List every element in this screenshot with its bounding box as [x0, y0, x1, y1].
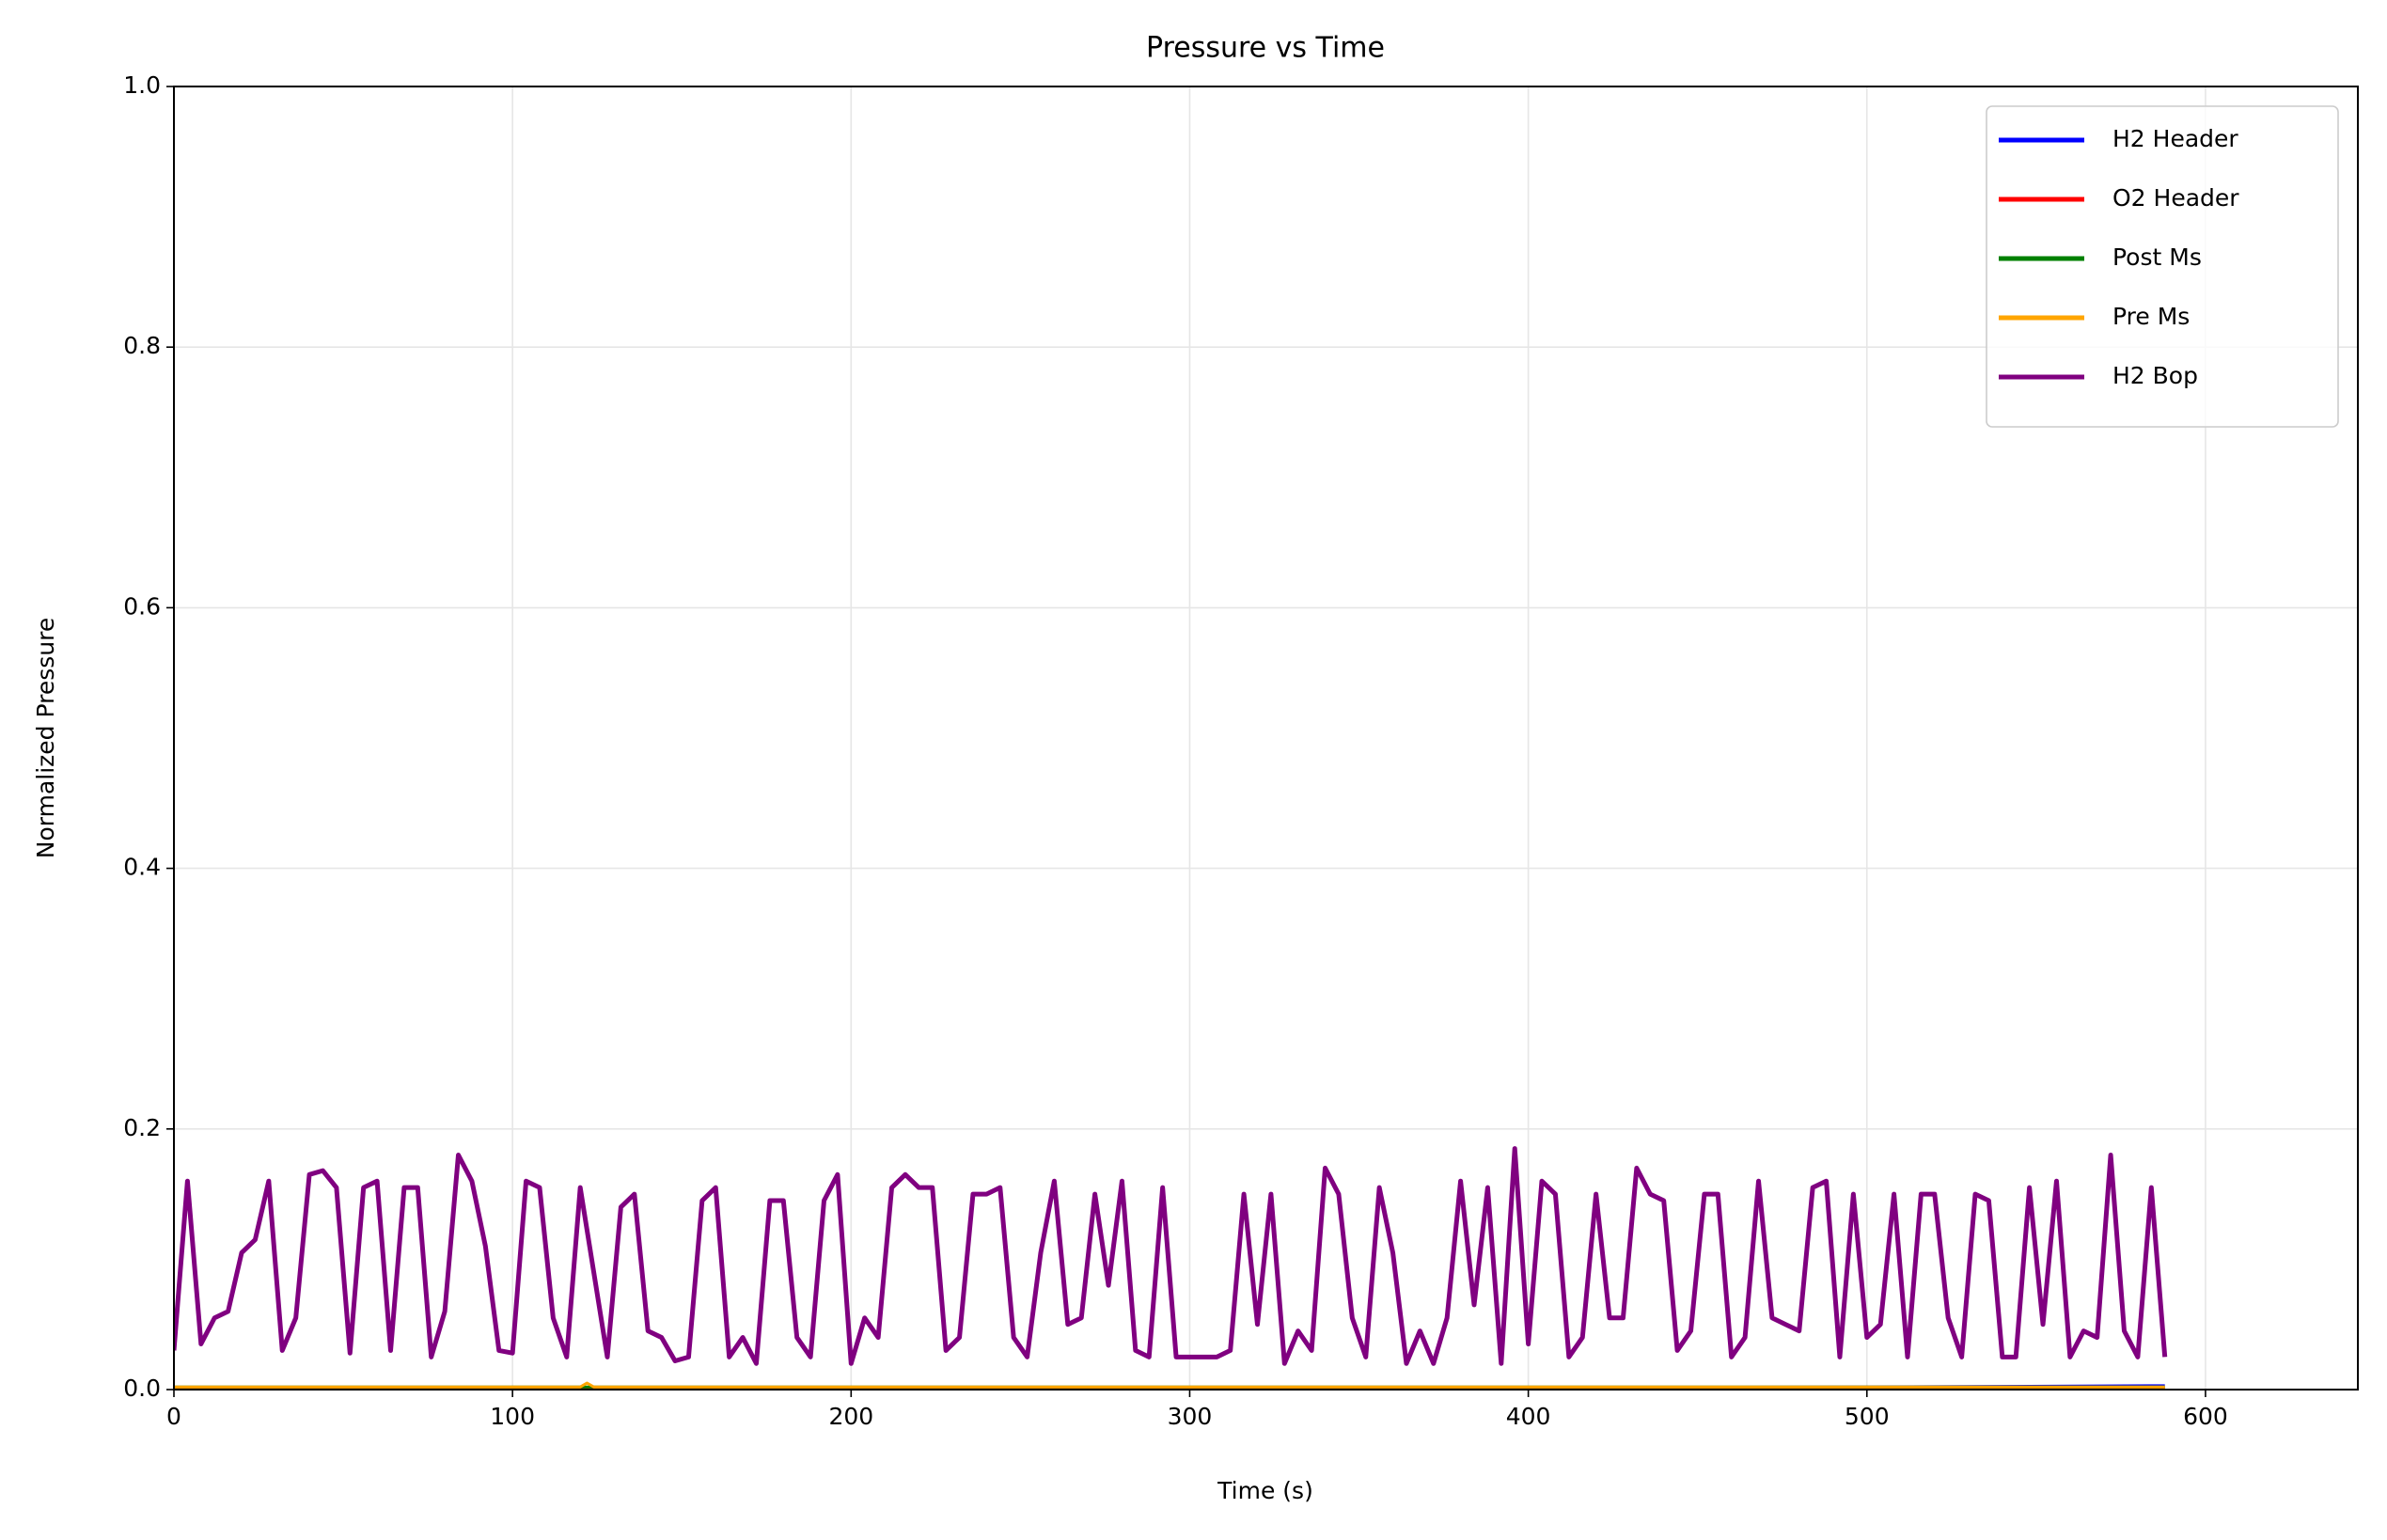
- x-tick-label: 600: [2183, 1403, 2228, 1430]
- x-tick-label: 100: [490, 1403, 535, 1430]
- y-tick-label: 0.4: [123, 854, 161, 881]
- x-tick-label: 200: [828, 1403, 873, 1430]
- legend-label: Pre Ms: [2112, 303, 2190, 330]
- y-tick-label: 1.0: [123, 71, 161, 99]
- y-tick-label: 0.6: [123, 592, 161, 620]
- series-line: [174, 1146, 2168, 1366]
- legend-label: H2 Header: [2112, 125, 2238, 152]
- chart-title: Pressure vs Time: [1146, 32, 1385, 65]
- y-axis-label: Normalized Pressure: [32, 618, 59, 858]
- legend-label: H2 Bop: [2112, 362, 2198, 389]
- y-tick-label: 0.0: [123, 1375, 161, 1402]
- x-axis-label: Time (s): [1217, 1477, 1313, 1504]
- x-tick-label: 400: [1506, 1403, 1551, 1430]
- legend-box: [1986, 105, 2339, 428]
- legend-label: O2 Header: [2112, 184, 2239, 212]
- x-tick-label: 500: [1845, 1403, 1890, 1430]
- y-tick-label: 0.2: [123, 1114, 161, 1141]
- axes-frame: [173, 86, 2359, 1391]
- series-line: [174, 1381, 2165, 1389]
- x-tick-label: 0: [166, 1403, 181, 1430]
- x-tick-label: 300: [1168, 1403, 1213, 1430]
- legend-label: Post Ms: [2112, 244, 2202, 271]
- y-tick-label: 0.8: [123, 332, 161, 359]
